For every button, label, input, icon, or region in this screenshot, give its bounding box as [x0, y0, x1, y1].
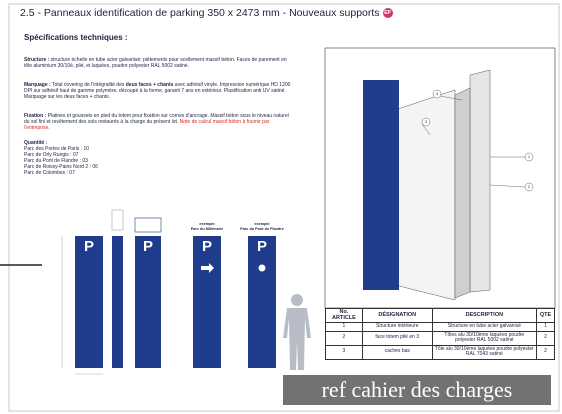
paragraph: Structure : structure échelle en tube ac… — [24, 57, 294, 69]
label: Marquage : — [24, 82, 51, 88]
table-row: 1 Structure intérieure Structure en tube a… — [325, 322, 555, 332]
sign-side — [112, 236, 123, 368]
leader-lines — [421, 95, 526, 188]
caption-line: Parc du Millénaire — [190, 226, 224, 231]
callout-circle — [421, 117, 431, 127]
callout-circle — [432, 89, 442, 99]
sign-letter: P — [256, 238, 267, 255]
quantity-item: Parc du Pont de Flandre : 03 — [24, 158, 88, 164]
caption-line: Parc du Pont de Flandre — [240, 226, 284, 231]
table-cell: 2 — [325, 330, 363, 346]
text: avec adhésif vinyle. Impression numériqu… — [24, 82, 291, 100]
sign — [193, 236, 221, 368]
sign — [135, 236, 161, 368]
header-cell: QTE — [536, 308, 555, 323]
table-cell: caches bas — [361, 344, 433, 360]
table-row: 3 caches bas Tôle alu 30/10ème laquées pou… — [325, 344, 555, 360]
table-cell: 1 — [536, 322, 555, 332]
header-cell: No. ARTICLE — [325, 308, 363, 323]
overlay-label: ref cahier des charges — [283, 375, 551, 405]
quantity-item: Parc de Orly Rungis : 07 — [24, 152, 79, 158]
page-border — [8, 3, 560, 412]
totem — [363, 80, 399, 290]
callout-number: 3 — [424, 119, 428, 124]
table-cell: 1 — [325, 322, 363, 332]
sign-letter: P — [142, 238, 153, 255]
text: Platines et goussets en pied du totem po… — [24, 113, 289, 125]
caption-line: exemple — [199, 222, 215, 226]
sign-caption: exemple Parc du Pont de Flandre — [237, 222, 287, 231]
table-row: 2 face totem plié en 3 Tôles alu 30/10ème … — [325, 330, 555, 346]
paragraph: Marquage : Total covering de l'intégrali… — [24, 82, 294, 100]
sign-letter: P — [201, 238, 212, 255]
sign — [75, 236, 103, 368]
quantity-list: Quantité : Parc des Portes de Paris : 10 P… — [24, 140, 294, 176]
callout-number: 2 — [527, 184, 531, 189]
paragraph: Fixation : Platines et goussets en pied … — [24, 113, 294, 131]
sign-detail — [111, 209, 124, 231]
text: Total covering de l'intégralité des — [50, 82, 126, 88]
table-cell: Structure intérieure — [361, 322, 433, 332]
header-cell: DÉSIGNATION — [361, 308, 433, 323]
emphasis: deux faces + chants — [125, 82, 174, 88]
table-header: No. ARTICLE DÉSIGNATION DESCRIPTION QTE — [325, 308, 555, 323]
badge: EP — [382, 8, 393, 19]
table-cell: face totem plié en 3 — [361, 330, 433, 346]
person-silhouette — [283, 294, 311, 370]
sign-icon — [258, 264, 266, 272]
table-cell: 3 — [325, 344, 363, 360]
quantity-item: Parc de Colombes : 07 — [24, 170, 75, 176]
label: Quantité : — [24, 140, 48, 146]
sign-letter: P — [83, 238, 94, 255]
table-cell: Structure en tube acier galvanisé — [431, 322, 538, 332]
items: Parc des Portes de Paris : 10 Parc de Orl… — [24, 146, 294, 176]
parts-table: No. ARTICLE DÉSIGNATION DESCRIPTION QTE 1 St… — [325, 308, 555, 360]
structure — [469, 69, 491, 293]
sign — [248, 236, 276, 368]
header-cell: DESCRIPTION — [431, 308, 538, 323]
label: Structure : — [24, 57, 50, 63]
title: 2.5 - Panneaux identification de parking… — [20, 7, 393, 19]
table-cell: Tôles alu 30/10ème laquées poudre polyes… — [431, 330, 538, 346]
note: Note de calcul massif béton à fournir pa… — [24, 119, 270, 131]
callout-number: 4 — [435, 91, 439, 96]
callout-number: 1 — [527, 154, 531, 159]
quantity-item: Parc des Portes de Paris : 10 — [24, 146, 90, 152]
sign-caption: exemple Parc du Millénaire — [182, 222, 232, 231]
table-body: 1 Structure intérieure Structure en tube a… — [325, 322, 555, 360]
caption-line: exemple — [254, 222, 270, 226]
table-cell: 2 — [536, 330, 555, 346]
structure — [454, 87, 471, 299]
table-cell: 2 — [536, 344, 555, 360]
table-cell: Tôle alu 30/10ème laquées poudre polyest… — [431, 344, 538, 360]
label: Fixation : — [24, 113, 47, 119]
sign-top — [134, 217, 162, 233]
text: structure échelle en tube acier galvanis… — [24, 57, 287, 69]
section-heading: Spécifications techniques : — [24, 33, 128, 42]
callout-circle — [524, 152, 534, 162]
arrow-icon — [201, 263, 214, 273]
callout-circle — [524, 182, 534, 192]
quantity-item: Parc de Roissy-Pains Nord 2 : 06 — [24, 164, 98, 170]
title-text: 2.5 - Panneaux identification de parking… — [20, 7, 380, 19]
